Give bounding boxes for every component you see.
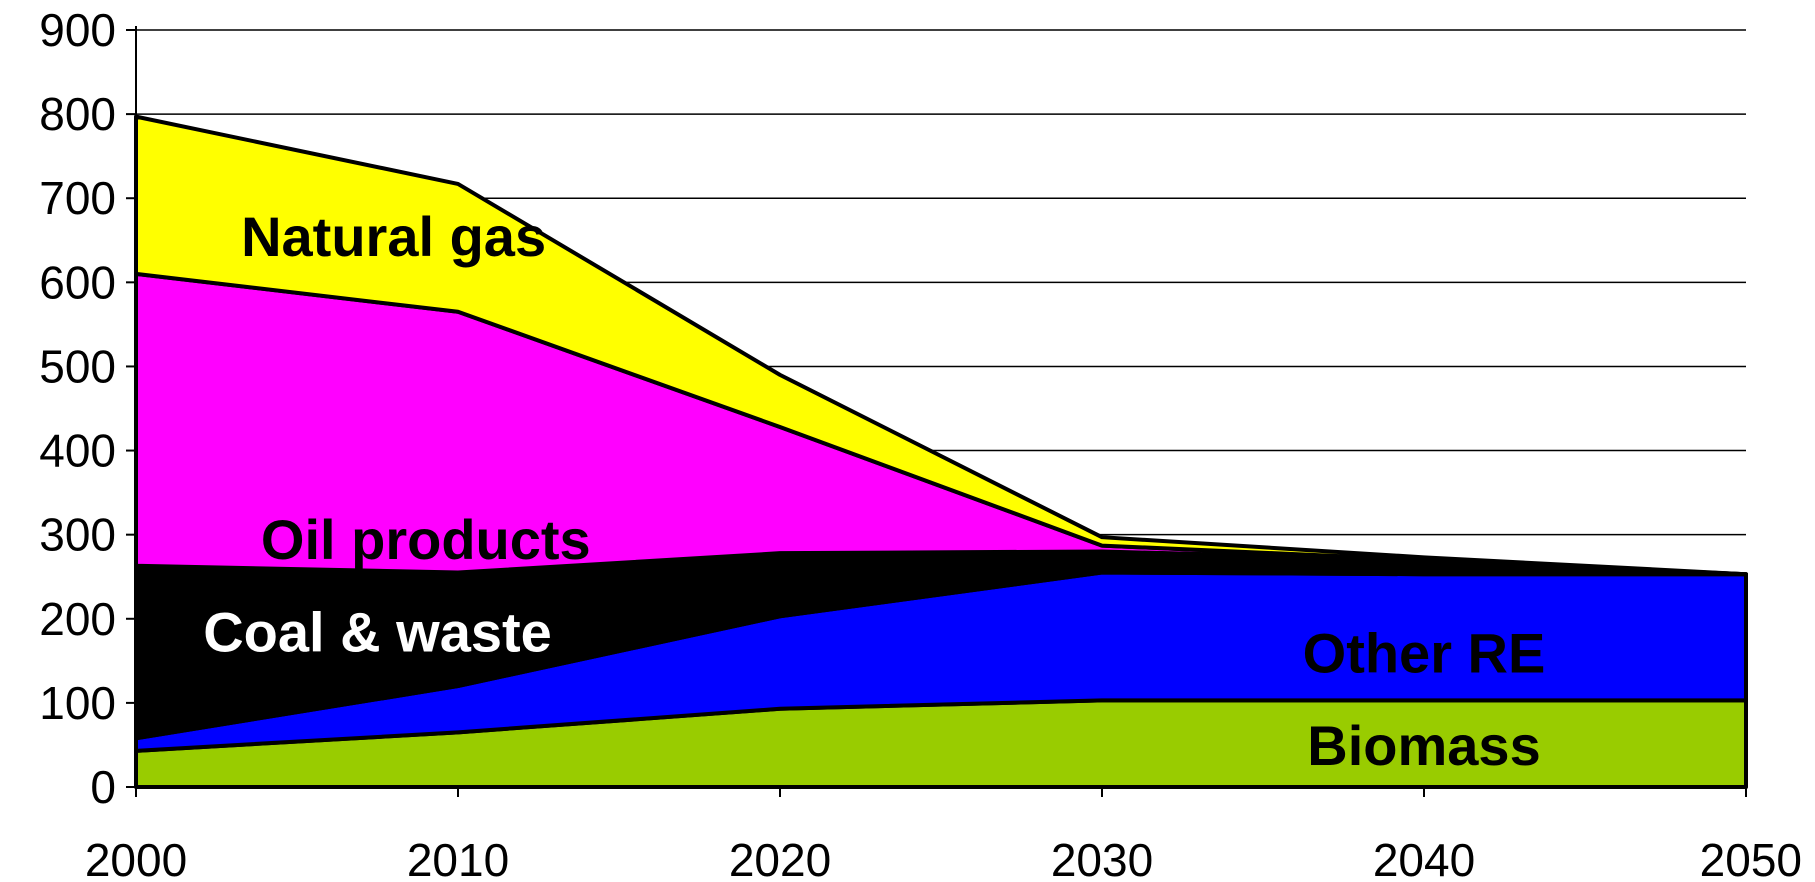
y-tick-label: 200 — [39, 593, 116, 645]
series-label-biomass: Biomass — [1307, 714, 1540, 777]
x-tick-label: 2020 — [729, 834, 831, 882]
y-tick-label: 100 — [39, 677, 116, 729]
area-natural-gas — [134, 114, 1748, 577]
series-label-natural-gas: Natural gas — [241, 205, 546, 268]
x-axis-tick-labels: 2000 2010 2020 2030 2040 2050 — [85, 834, 1802, 882]
series-label-coal-waste: Coal & waste — [203, 600, 552, 663]
y-tick-label: 900 — [39, 4, 116, 56]
series-labels: Biomass Other RE Coal & waste Oil products N… — [203, 205, 1545, 777]
x-tick-label: 2040 — [1373, 834, 1475, 882]
y-tick-label: 0 — [90, 761, 116, 813]
x-tick-label: 2030 — [1051, 834, 1153, 882]
y-tick-label: 300 — [39, 509, 116, 561]
y-axis-tick-labels: 0 100 200 300 400 500 600 700 800 900 — [39, 4, 116, 813]
y-tick-label: 500 — [39, 340, 116, 392]
axes — [126, 26, 1747, 797]
series-label-oil-products: Oil products — [261, 508, 591, 571]
x-tick-label: 2000 — [85, 834, 187, 882]
y-tick-label: 700 — [39, 172, 116, 224]
x-tick-label: 2050 — [1700, 834, 1802, 882]
y-tick-label: 800 — [39, 88, 116, 140]
y-tick-label: 400 — [39, 425, 116, 477]
series-label-other-re: Other RE — [1303, 621, 1546, 684]
x-tick-label: 2010 — [407, 834, 509, 882]
y-tick-label: 600 — [39, 256, 116, 308]
